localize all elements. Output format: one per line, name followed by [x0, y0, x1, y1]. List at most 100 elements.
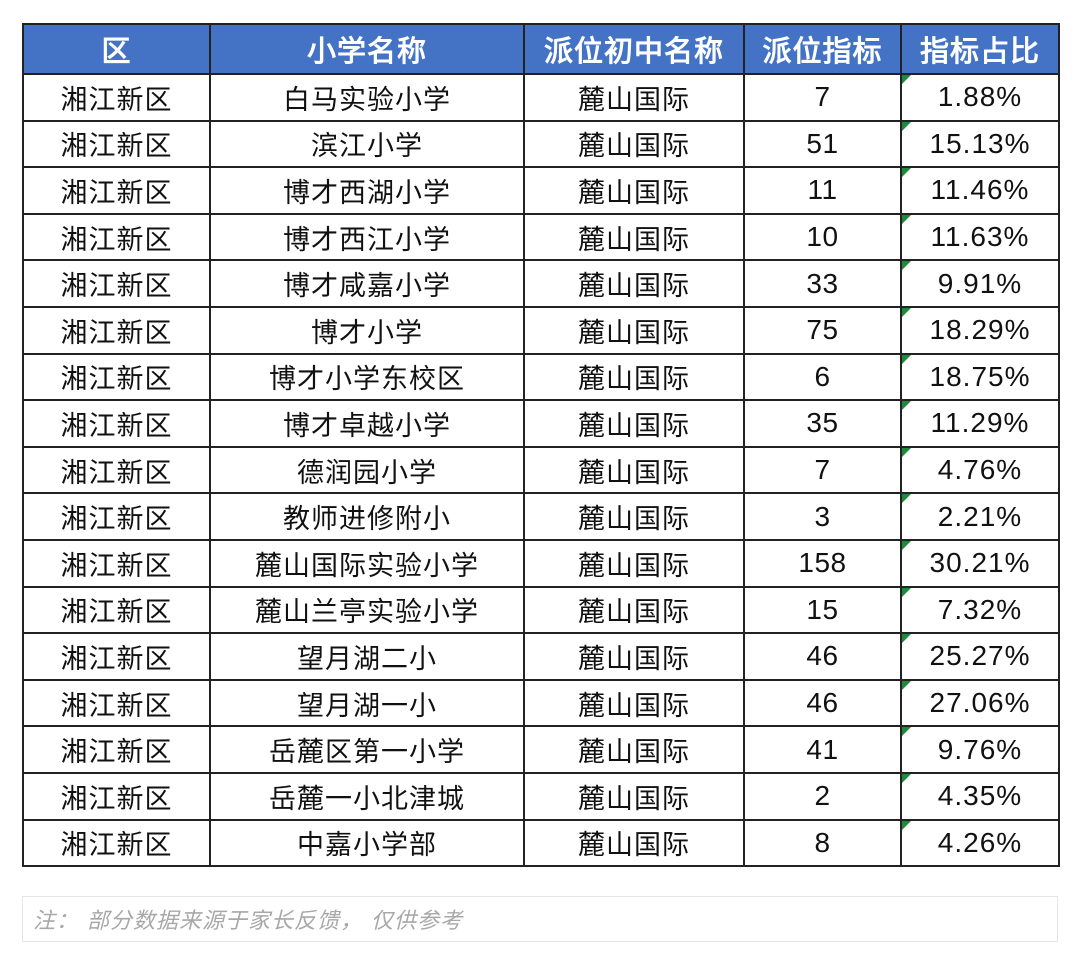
cell-quota: 2 — [743, 771, 902, 821]
cell-middle-school-name: 麓山国际 — [523, 632, 745, 681]
cell-quota: 46 — [743, 678, 902, 728]
cell-school-name: 教师进修附小 — [209, 492, 525, 541]
table-row: 湘江新区 博才西江小学 麓山国际 10 11.63% — [22, 212, 1060, 262]
cell-quota-ratio: 18.29% — [900, 305, 1060, 355]
table-row: 湘江新区 博才咸嘉小学 麓山国际 33 9.91% — [22, 259, 1060, 308]
cell-school-name: 博才小学 — [209, 305, 525, 355]
cell-school-name: 博才西湖小学 — [209, 166, 525, 215]
cell-school-name: 博才咸嘉小学 — [209, 259, 525, 308]
cell-comment-marker-icon — [903, 728, 911, 737]
cell-middle-school-name: 麓山国际 — [523, 399, 745, 448]
cell-middle-school-name: 麓山国际 — [523, 538, 745, 588]
cell-quota-ratio-value: 4.76% — [937, 454, 1023, 486]
cell-quota-ratio-value: 11.63% — [930, 221, 1030, 253]
cell-quota: 6 — [743, 352, 902, 402]
cell-district: 湘江新区 — [22, 771, 211, 821]
cell-middle-school-name: 麓山国际 — [523, 73, 745, 122]
cell-district: 湘江新区 — [22, 259, 211, 308]
header-middle-school-name: 派位初中名称 — [523, 23, 745, 75]
cell-quota-ratio: 11.63% — [900, 212, 1060, 262]
cell-quota-ratio-value: 2.21% — [937, 500, 1023, 532]
cell-school-name: 望月湖一小 — [209, 678, 525, 728]
cell-comment-marker-icon — [903, 774, 911, 783]
cell-quota-ratio: 18.75% — [900, 352, 1060, 402]
cell-district: 湘江新区 — [22, 492, 211, 541]
footnote: 注： 部分数据来源于家长反馈， 仅供参考 — [22, 896, 1058, 942]
cell-school-name: 麓山兰亭实验小学 — [209, 585, 525, 635]
cell-quota-ratio: 4.26% — [900, 818, 1060, 868]
cell-quota: 7 — [743, 445, 902, 495]
cell-quota-ratio: 30.21% — [900, 538, 1060, 588]
cell-quota-ratio: 25.27% — [900, 632, 1060, 681]
header-district: 区 — [22, 23, 211, 75]
cell-middle-school-name: 麓山国际 — [523, 725, 745, 774]
table-row: 湘江新区 岳麓一小北津城 麓山国际 2 4.35% — [22, 771, 1060, 821]
table-header-row: 区 小学名称 派位初中名称 派位指标 指标占比 — [22, 23, 1060, 75]
header-quota-ratio: 指标占比 — [900, 23, 1060, 75]
cell-quota-ratio-value: 11.46% — [930, 174, 1030, 206]
cell-quota-ratio: 9.76% — [900, 725, 1060, 774]
header-school-name: 小学名称 — [209, 23, 525, 75]
cell-school-name: 白马实验小学 — [209, 73, 525, 122]
table-row: 湘江新区 滨江小学 麓山国际 51 15.13% — [22, 119, 1060, 169]
cell-district: 湘江新区 — [22, 73, 211, 122]
cell-middle-school-name: 麓山国际 — [523, 305, 745, 355]
cell-district: 湘江新区 — [22, 212, 211, 262]
table-row: 湘江新区 望月湖一小 麓山国际 46 27.06% — [22, 678, 1060, 728]
table-row: 湘江新区 望月湖二小 麓山国际 46 25.27% — [22, 632, 1060, 681]
cell-district: 湘江新区 — [22, 818, 211, 868]
cell-quota: 75 — [743, 305, 902, 355]
cell-comment-marker-icon — [903, 262, 911, 271]
cell-district: 湘江新区 — [22, 352, 211, 402]
cell-comment-marker-icon — [903, 308, 911, 317]
cell-quota-ratio: 7.32% — [900, 585, 1060, 635]
cell-quota-ratio-value: 15.13% — [929, 127, 1031, 159]
cell-school-name: 中嘉小学部 — [209, 818, 525, 868]
cell-district: 湘江新区 — [22, 538, 211, 588]
cell-quota: 35 — [743, 399, 902, 448]
cell-quota-ratio: 27.06% — [900, 678, 1060, 728]
quota-table: 区 小学名称 派位初中名称 派位指标 指标占比 湘江新区 白马实验小学 麓山国际 7 1… — [22, 23, 1060, 868]
cell-quota-ratio: 1.88% — [900, 73, 1060, 122]
cell-quota-ratio-value: 4.26% — [937, 826, 1023, 858]
cell-comment-marker-icon — [903, 215, 911, 224]
cell-quota-ratio-value: 9.91% — [937, 267, 1023, 299]
cell-quota-ratio-value: 1.88% — [937, 81, 1023, 113]
cell-quota-ratio: 11.46% — [900, 166, 1060, 215]
cell-middle-school-name: 麓山国际 — [523, 166, 745, 215]
table-row: 湘江新区 德润园小学 麓山国际 7 4.76% — [22, 445, 1060, 495]
cell-middle-school-name: 麓山国际 — [523, 119, 745, 169]
cell-quota: 7 — [743, 73, 902, 122]
cell-quota-ratio-value: 4.35% — [937, 780, 1023, 812]
cell-quota: 10 — [743, 212, 902, 262]
cell-quota-ratio-value: 27.06% — [929, 687, 1031, 719]
cell-school-name: 岳麓区第一小学 — [209, 725, 525, 774]
table-row: 湘江新区 中嘉小学部 麓山国际 8 4.26% — [22, 818, 1060, 868]
cell-school-name: 博才卓越小学 — [209, 399, 525, 448]
cell-district: 湘江新区 — [22, 166, 211, 215]
cell-quota-ratio-value: 18.29% — [929, 314, 1031, 346]
cell-quota-ratio-value: 18.75% — [929, 360, 1031, 392]
cell-quota-ratio: 4.35% — [900, 771, 1060, 821]
cell-school-name: 博才西江小学 — [209, 212, 525, 262]
cell-district: 湘江新区 — [22, 305, 211, 355]
cell-district: 湘江新区 — [22, 585, 211, 635]
cell-district: 湘江新区 — [22, 632, 211, 681]
table-row: 湘江新区 博才西湖小学 麓山国际 11 11.46% — [22, 166, 1060, 215]
cell-quota: 158 — [743, 538, 902, 588]
cell-middle-school-name: 麓山国际 — [523, 212, 745, 262]
cell-comment-marker-icon — [903, 821, 911, 830]
cell-district: 湘江新区 — [22, 445, 211, 495]
cell-school-name: 德润园小学 — [209, 445, 525, 495]
cell-comment-marker-icon — [903, 681, 911, 690]
table-row: 湘江新区 白马实验小学 麓山国际 7 1.88% — [22, 73, 1060, 122]
cell-middle-school-name: 麓山国际 — [523, 352, 745, 402]
cell-comment-marker-icon — [903, 75, 911, 84]
cell-comment-marker-icon — [903, 355, 911, 364]
cell-middle-school-name: 麓山国际 — [523, 771, 745, 821]
cell-quota: 33 — [743, 259, 902, 308]
cell-quota: 3 — [743, 492, 902, 541]
cell-comment-marker-icon — [903, 448, 911, 457]
cell-school-name: 滨江小学 — [209, 119, 525, 169]
cell-middle-school-name: 麓山国际 — [523, 818, 745, 868]
